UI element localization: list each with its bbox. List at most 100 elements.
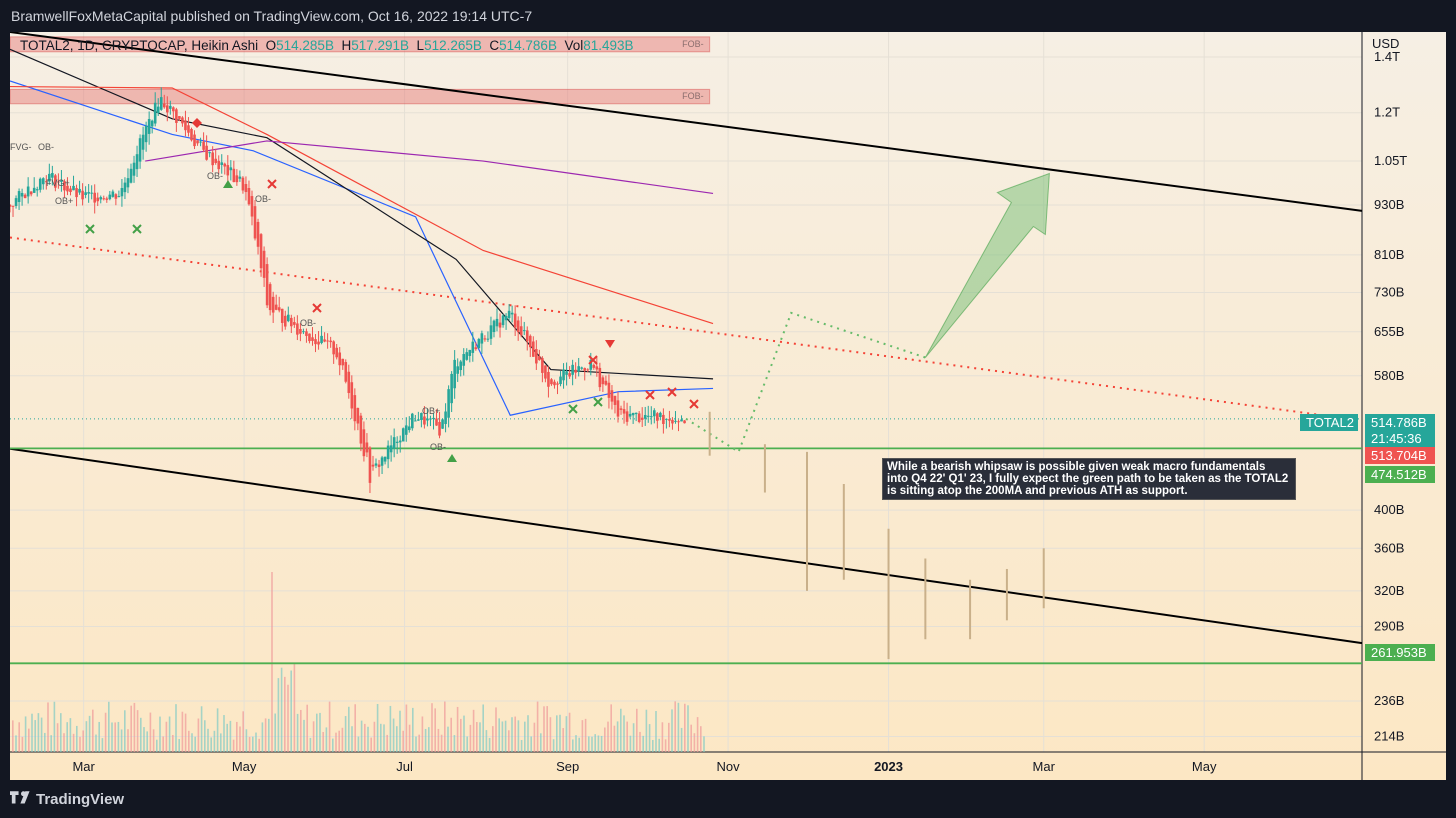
candle-body: [401, 428, 405, 442]
annotation-line: is sitting atop the 200MA and previous A…: [887, 485, 1188, 497]
volume-bar: [412, 707, 414, 752]
volume-bar: [661, 722, 664, 752]
volume-label: Vol: [564, 38, 584, 53]
volume-bar: [255, 732, 257, 752]
volume-bar: [578, 737, 580, 752]
signal-cross-icon: [267, 179, 277, 189]
candle-body: [159, 97, 163, 110]
candle-body: [528, 335, 532, 348]
volume-bar: [668, 722, 670, 752]
candle-body: [426, 418, 429, 421]
signal-cross-icon: [667, 387, 677, 397]
price-axis-label: 290B: [1374, 619, 1404, 634]
volume-bar: [373, 721, 376, 752]
volume-bar: [136, 710, 139, 752]
volume-bar: [181, 711, 184, 752]
candle-body: [565, 371, 568, 375]
symbol-label[interactable]: TOTAL2, 1D, CRYPTOCAP, Heikin Ashi: [20, 38, 259, 53]
signal-cross-icon: [312, 303, 322, 313]
chart-area[interactable]: Mar May Jul Sep Nov 2023 Mar May 1.4T 1.2T 1.05T 93…: [10, 32, 1446, 780]
volume-bar: [543, 706, 545, 752]
volume-bar: [367, 726, 369, 752]
candle-body: [172, 107, 175, 112]
tradingview-brand[interactable]: TradingView: [36, 791, 125, 808]
candle-body: [262, 250, 266, 278]
volume-bar: [210, 737, 212, 752]
candle-body: [250, 196, 254, 217]
time-axis-label: Mar: [1033, 759, 1056, 774]
volume-bar: [629, 735, 632, 752]
candle-body: [296, 323, 299, 335]
price-axis-label: 360B: [1374, 540, 1404, 555]
smc-label: OB-: [38, 142, 54, 152]
candle-body: [217, 160, 221, 170]
candle-body: [544, 365, 547, 379]
candle-body: [162, 103, 166, 108]
candle-body: [607, 382, 611, 398]
candle-body: [589, 360, 593, 370]
candle-body: [235, 175, 239, 183]
price-chart-svg[interactable]: Mar May Jul Sep Nov 2023 Mar May 1.4T 1.2T 1.05T 93…: [10, 32, 1446, 780]
candle-body: [441, 419, 444, 429]
volume-bar: [188, 730, 190, 752]
candle-body: [513, 313, 517, 328]
candle-body: [247, 188, 251, 205]
candle-body: [293, 322, 296, 325]
volume-bar: [556, 715, 558, 752]
candle-body: [305, 331, 308, 336]
candle-body: [290, 317, 293, 327]
volume-bar: [120, 729, 123, 752]
candle-body: [501, 315, 505, 326]
volume-bar: [613, 725, 616, 752]
candle-body: [308, 333, 311, 342]
volume-bar: [495, 707, 497, 752]
time-axis-label: Sep: [556, 759, 579, 774]
candle-body: [601, 377, 605, 385]
candle-body: [577, 366, 580, 372]
volume-bar: [408, 724, 411, 752]
price-axis-label: 214B: [1374, 728, 1404, 743]
candle-body: [653, 410, 656, 417]
smc-label: OB-: [430, 442, 446, 452]
candle-body: [150, 120, 154, 127]
candle-body: [507, 310, 511, 319]
volume-bar: [50, 735, 52, 752]
candle-body: [483, 338, 487, 340]
candle-body: [429, 418, 432, 420]
volume-bar: [415, 736, 417, 752]
candle-body: [63, 181, 66, 191]
volume-bar: [581, 720, 584, 752]
publisher-text: BramwellFoxMetaCapital published on Trad…: [11, 8, 533, 24]
candle-body: [610, 390, 614, 402]
volume-bar: [261, 722, 264, 752]
candle-body: [541, 358, 544, 373]
sell-triangle-icon: [605, 340, 615, 348]
volume-bar: [674, 701, 676, 752]
candle-body: [259, 234, 263, 269]
volume-bar: [172, 734, 174, 752]
candle-body: [489, 325, 493, 339]
candle-body: [592, 364, 596, 368]
volume-bar: [610, 704, 612, 752]
volume-bar: [594, 734, 596, 752]
analysis-annotation[interactable]: While a bearish whipsaw is possible give…: [882, 458, 1296, 500]
candle-body: [41, 178, 45, 185]
candle-body: [81, 190, 84, 200]
candle-body: [510, 312, 514, 315]
volume-bar: [424, 728, 427, 752]
candle-body: [332, 341, 335, 355]
candle-body: [344, 362, 348, 382]
volume-bar: [31, 713, 33, 752]
volume-bar: [453, 735, 456, 752]
candle-body: [480, 333, 484, 344]
volume-bar: [392, 718, 395, 752]
volume-bar: [508, 730, 510, 752]
volume-bar: [143, 727, 145, 752]
order-block-zone: [10, 88, 711, 105]
candle-body: [643, 414, 647, 419]
candle-body: [123, 182, 127, 193]
volume-bar: [348, 706, 350, 752]
price-axis-label: 655B: [1374, 324, 1404, 339]
volume-bar: [242, 711, 244, 752]
volume-bar: [344, 716, 347, 752]
